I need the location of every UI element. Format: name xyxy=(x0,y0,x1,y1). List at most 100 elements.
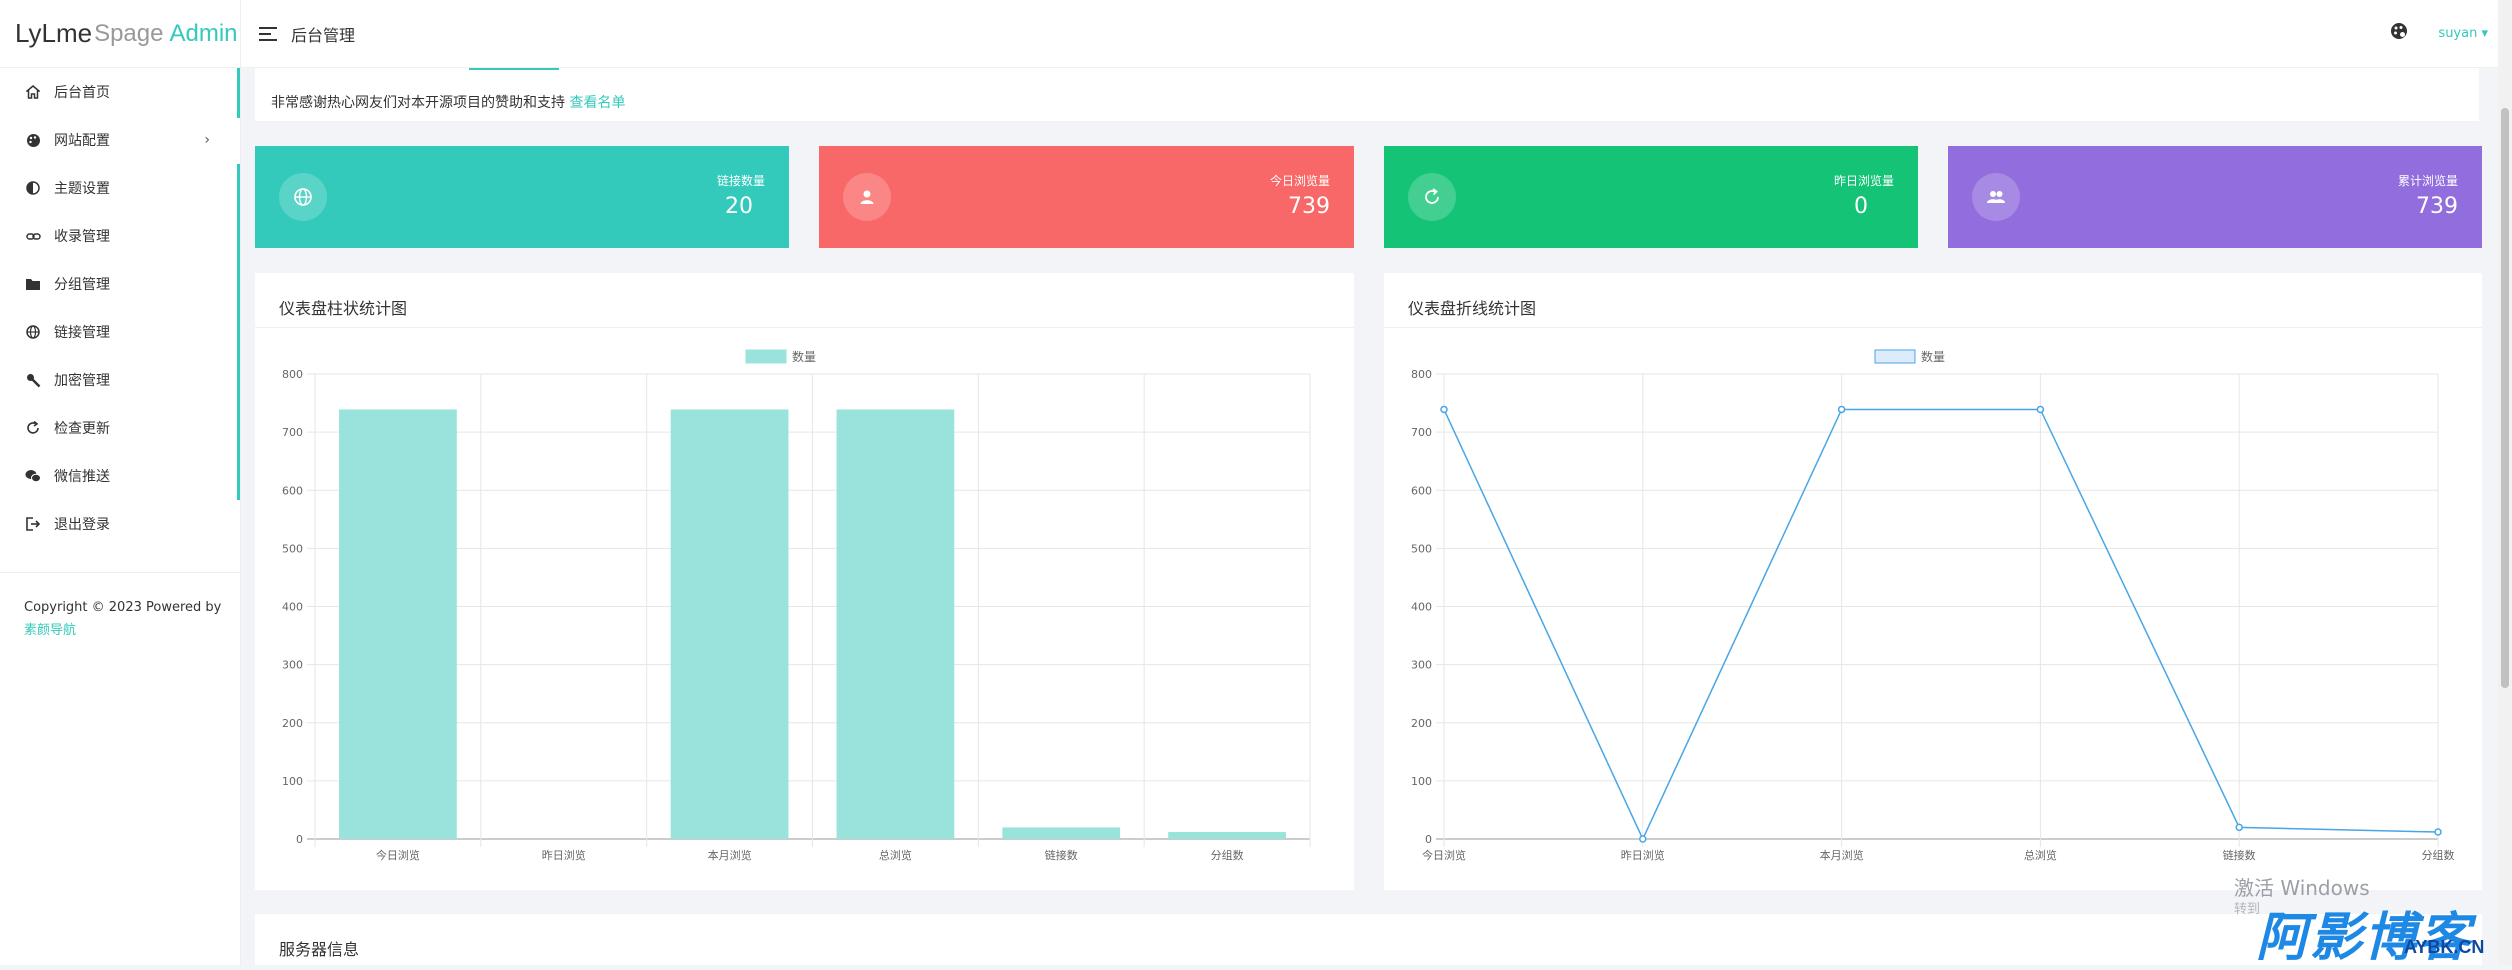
y-tick-label: 700 xyxy=(1411,426,1432,439)
sidebar-item-logout[interactable]: 退出登录 xyxy=(0,500,240,548)
brand-part3: Admin xyxy=(169,19,238,47)
refresh-icon xyxy=(1408,173,1456,221)
windows-activation-watermark: 激活 Windows xyxy=(2234,876,2370,900)
y-tick-label: 700 xyxy=(282,426,303,439)
sidebar-item-site-config[interactable]: 网站配置 › xyxy=(0,116,240,164)
x-tick-label: 链接数 xyxy=(2223,848,2256,862)
sidebar-item-label: 微信推送 xyxy=(54,469,110,485)
x-tick-label: 本月浏览 xyxy=(1820,848,1864,862)
brand-part1: LyLme xyxy=(15,18,93,48)
nav-submenu-indicator xyxy=(237,164,240,500)
user-icon xyxy=(843,173,891,221)
sidebar-item-groups[interactable]: 分组管理 xyxy=(0,260,240,308)
line-chart: 0 100 200 300 400 500 600 700 800 今日浏览 昨日浏览 本月浏览 总浏览… xyxy=(1411,349,2455,862)
x-tick-label: 总浏览 xyxy=(2024,848,2057,862)
stat-value-wrap: 0 xyxy=(1834,194,1894,219)
y-tick-label: 400 xyxy=(282,601,303,614)
sidebar-item-wechat[interactable]: 微信推送 xyxy=(0,452,240,500)
bar-chart-title: 仪表盘柱状统计图 xyxy=(279,299,408,318)
globe-icon xyxy=(279,173,327,221)
sidebar-item-updates[interactable]: 检查更新 xyxy=(0,404,240,452)
sidebar-item-label: 主题设置 xyxy=(54,181,110,197)
y-tick-label: 200 xyxy=(1411,717,1432,730)
card-divider xyxy=(255,327,1354,328)
y-tick-label: 500 xyxy=(282,542,303,555)
y-tick-label: 800 xyxy=(1411,368,1432,381)
x-tick-label: 总浏览 xyxy=(879,848,912,862)
x-tick-label: 今日浏览 xyxy=(1422,848,1466,862)
stat-card-today: 今日浏览量 739 xyxy=(819,146,1354,248)
tab-active-indicator xyxy=(469,68,559,70)
x-tick-label: 本月浏览 xyxy=(708,848,752,862)
legend-swatch xyxy=(1874,349,1916,364)
sidebar-item-label: 后台首页 xyxy=(54,85,110,101)
bar-2 xyxy=(670,409,789,839)
y-tick-label: 100 xyxy=(1411,775,1432,788)
sidebar-item-links[interactable]: 链接管理 xyxy=(0,308,240,356)
sidebar-item-label: 网站配置 xyxy=(54,133,110,149)
wechat-icon xyxy=(24,467,42,485)
x-tick-label: 昨日浏览 xyxy=(542,848,586,862)
stat-value: 739 xyxy=(1288,194,1330,219)
chevron-right-icon: › xyxy=(204,132,210,148)
key-icon xyxy=(24,371,42,389)
sponsor-list-link[interactable]: 查看名单 xyxy=(569,95,626,111)
stat-card-yesterday: 昨日浏览量 0 xyxy=(1384,146,1918,248)
legend-label: 数量 xyxy=(1921,349,1945,364)
sidebar-item-label: 链接管理 xyxy=(54,325,110,341)
bar-0 xyxy=(339,409,457,839)
bar-4 xyxy=(1002,827,1121,839)
y-tick-label: 200 xyxy=(282,717,303,730)
sidebar-divider xyxy=(0,572,241,573)
bar-chart: 0 100 200 300 400 500 600 700 800 今日浏览 昨日浏览 本月浏览 总浏览… xyxy=(282,349,1311,862)
y-tick-label: 800 xyxy=(282,368,303,381)
brand-logo[interactable]: LyLme Spage Admin xyxy=(0,0,240,68)
logout-icon xyxy=(24,515,42,533)
sidebar-item-home[interactable]: 后台首页 xyxy=(0,68,240,116)
legend-swatch xyxy=(745,349,787,364)
page-title: 后台管理 xyxy=(291,25,356,45)
sidebar-item-label: 退出登录 xyxy=(54,517,110,533)
notice-bar: 非常感谢热心网友们对本开源项目的赞助和支持 查看名单 xyxy=(255,68,2479,122)
x-tick-label: 链接数 xyxy=(1045,848,1078,862)
refresh-icon xyxy=(24,419,42,437)
page-scrollbar[interactable] xyxy=(2498,0,2512,965)
stat-card-total: 累计浏览量 739 xyxy=(1948,146,2482,248)
palette-icon xyxy=(24,131,42,149)
data-point-1 xyxy=(1639,835,1647,843)
bar-chart-card: 仪表盘柱状统计图 0 100 200 300 400 500 600 700 800 今日浏览 昨日… xyxy=(255,273,1354,890)
data-point-5 xyxy=(2434,828,2442,836)
sidebar-item-submissions[interactable]: 收录管理 xyxy=(0,212,240,260)
legend-label: 数量 xyxy=(792,349,816,364)
sidebar-item-theme[interactable]: 主题设置 xyxy=(0,164,240,212)
data-point-0 xyxy=(1440,405,1448,414)
x-tick-label: 分组数 xyxy=(1211,848,1244,862)
stat-value-wrap: 739 xyxy=(2398,194,2458,219)
notice-message: 非常感谢热心网友们对本开源项目的赞助和支持 xyxy=(271,95,565,111)
x-tick-label: 分组数 xyxy=(2422,848,2455,862)
folder-icon xyxy=(24,275,42,293)
windows-activation-sub: 转到 xyxy=(2234,902,2261,917)
stat-label: 链接数量 xyxy=(716,174,765,188)
line-chart-title: 仪表盘折线统计图 xyxy=(1408,299,1537,318)
sidebar-item-label: 检查更新 xyxy=(54,421,110,437)
stat-value: 20 xyxy=(725,194,753,219)
nav-active-indicator xyxy=(237,68,240,118)
bar-5 xyxy=(1168,832,1286,839)
copyright-link[interactable]: 素颜导航 xyxy=(24,623,77,638)
stat-value-wrap: 739 xyxy=(1270,194,1330,219)
user-menu[interactable]: suyan ▾ xyxy=(2438,25,2488,41)
data-point-3 xyxy=(2036,405,2045,414)
users-icon xyxy=(1972,173,2020,221)
sidebar-item-encryption[interactable]: 加密管理 xyxy=(0,356,240,404)
y-tick-label: 300 xyxy=(282,659,303,672)
header-actions: suyan ▾ xyxy=(2390,22,2488,44)
y-tick-label: 600 xyxy=(1411,484,1432,497)
theme-palette-icon[interactable] xyxy=(2390,22,2408,44)
scrollbar-thumb[interactable] xyxy=(2501,108,2509,688)
contrast-icon xyxy=(24,179,42,197)
globe-icon xyxy=(24,323,42,341)
menu-toggle-icon[interactable] xyxy=(259,26,277,41)
bar-3 xyxy=(836,409,955,839)
stat-label: 昨日浏览量 xyxy=(1833,174,1894,188)
